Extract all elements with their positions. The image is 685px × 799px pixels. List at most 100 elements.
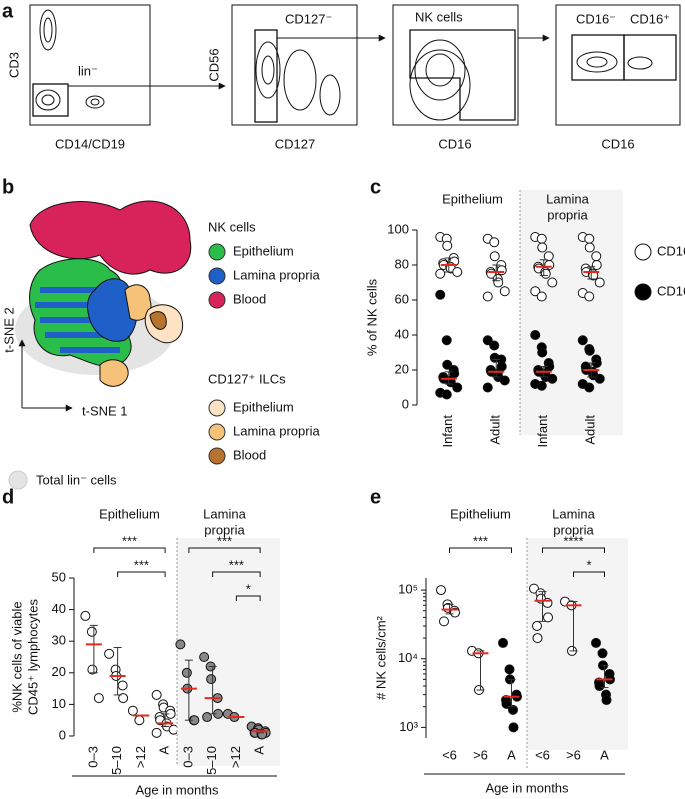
y-label: %NK cells of viable: [9, 601, 24, 712]
x-tick-label: <6: [442, 747, 457, 762]
data-point: [532, 633, 543, 644]
legend-title: CD127⁺ ILCs: [208, 371, 286, 386]
legend-label: Lamina propria: [233, 267, 320, 282]
x-tick-label: A: [600, 747, 609, 762]
y-tick-label: 40: [395, 326, 409, 341]
data-point: [435, 289, 446, 300]
legend-label: CD16⁺: [657, 283, 685, 298]
data-point: [536, 233, 547, 244]
data-point: [489, 251, 500, 262]
legend-label: Blood: [233, 291, 266, 306]
gate-label: CD16⁻: [576, 11, 616, 26]
significance-bracket: [542, 547, 605, 553]
data-point: [80, 610, 91, 621]
y-tick-label: 0: [59, 727, 66, 742]
legend-swatch: [208, 291, 226, 309]
group-label: propria: [553, 522, 594, 537]
data-point: [543, 612, 553, 623]
significance-bracket: [573, 571, 605, 577]
data-point: [532, 620, 542, 631]
data-point: [87, 664, 98, 675]
data-point: [436, 585, 446, 596]
x-label: CD127: [275, 136, 315, 151]
data-point: [499, 375, 510, 386]
legend-swatch: [634, 243, 652, 261]
data-point: [489, 237, 500, 248]
significance-label: ***: [473, 533, 488, 548]
data-point: [594, 681, 605, 692]
data-point: [591, 251, 602, 262]
data-point: [493, 277, 504, 288]
data-point: [584, 233, 595, 244]
x-label: Age in months: [135, 782, 219, 797]
panel-label: c: [370, 176, 381, 198]
x-tick-label: Adult: [583, 415, 598, 445]
data-point: [537, 347, 548, 358]
data-point: [206, 674, 217, 685]
data-point: [441, 389, 452, 400]
legend-label: Epithelium: [233, 399, 294, 414]
data-point: [540, 268, 551, 279]
significance-label: ***: [229, 557, 244, 572]
data-point: [508, 722, 519, 733]
group-label: Lamina: [203, 506, 246, 521]
x-tick-label: 5–10: [204, 746, 219, 775]
y-tick-label: 50: [52, 569, 66, 584]
x-tick-label: A: [252, 746, 267, 755]
data-point: [435, 268, 446, 279]
y-label: CD56: [206, 48, 221, 81]
data-point: [151, 727, 162, 738]
data-point: [547, 277, 558, 288]
y-label: t-SNE 2: [1, 307, 16, 353]
legend-swatch: [8, 470, 28, 490]
data-point: [591, 260, 602, 270]
x-tick-label: <6: [535, 747, 550, 762]
data-point: [594, 373, 605, 384]
data-point: [584, 242, 595, 253]
y-label: # NK cells/cm²: [373, 615, 388, 699]
legend-title: NK cells: [208, 219, 256, 234]
y-tick-label: 10⁵: [398, 582, 418, 597]
y-tick-label: 80: [395, 256, 409, 271]
legend-swatch: [208, 399, 226, 417]
y-tick-label: 20: [395, 361, 409, 376]
legend-swatch: [208, 267, 226, 285]
group-label: Lamina: [546, 191, 589, 206]
data-point: [118, 693, 129, 704]
data-point: [441, 335, 452, 346]
panel-label: b: [2, 176, 14, 198]
significance-bracket: [117, 571, 166, 577]
legend-label: Blood: [233, 447, 266, 462]
data-point: [442, 240, 453, 251]
data-point: [498, 637, 508, 648]
data-point: [584, 291, 595, 302]
legend-swatch: [208, 243, 226, 261]
data-point: [530, 286, 541, 297]
y-tick-label: 10: [52, 696, 66, 711]
x-tick-label: 5–10: [109, 746, 124, 775]
legend-label: Epithelium: [233, 243, 294, 258]
data-point: [536, 291, 547, 302]
data-point: [547, 373, 558, 384]
data-point: [504, 664, 515, 675]
group-shade: [527, 538, 628, 750]
legend-swatch: [208, 423, 226, 441]
x-tick-label: >12: [133, 746, 148, 768]
legend-swatch: [208, 447, 226, 465]
significance-bracket: [93, 547, 166, 553]
data-point: [482, 291, 493, 302]
data-point: [93, 693, 104, 704]
x-label: CD16: [601, 136, 634, 151]
tsne-map: [15, 200, 192, 387]
y-tick-label: 10⁴: [398, 650, 418, 665]
x-label: Age in months: [485, 780, 569, 795]
gate-label: CD127⁻: [285, 11, 332, 26]
group-label: Lamina: [552, 506, 595, 521]
data-point: [496, 265, 507, 276]
panel-label: d: [2, 486, 14, 508]
significance-bracket: [449, 547, 512, 553]
data-point: [537, 242, 548, 253]
data-point: [134, 715, 145, 726]
significance-bracket: [212, 571, 261, 577]
